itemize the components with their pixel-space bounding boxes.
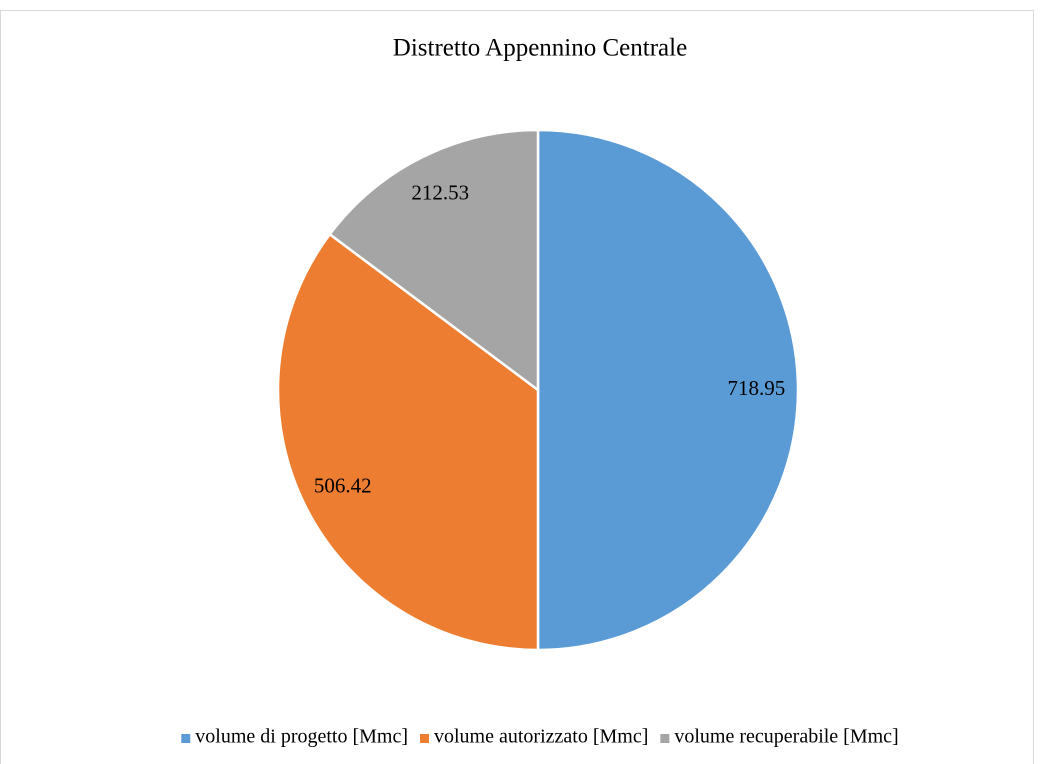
data-label: 718.95	[728, 376, 786, 400]
pie-slice	[536, 128, 800, 652]
data-label: 506.42	[314, 474, 372, 498]
legend-label: volume di progetto [Mmc]	[195, 726, 408, 748]
chart-title: Distretto Appennino Centrale	[393, 35, 687, 62]
legend-swatch	[420, 734, 429, 743]
legend-label: volume autorizzato [Mmc]	[434, 726, 648, 748]
legend-swatch	[181, 734, 191, 743]
pie-slice	[328, 128, 540, 393]
legend-label: volume recuperabile [Mmc]	[674, 726, 898, 748]
pie-slice	[276, 232, 540, 652]
data-label: 212.53	[411, 181, 469, 205]
legend-swatch	[660, 734, 670, 743]
